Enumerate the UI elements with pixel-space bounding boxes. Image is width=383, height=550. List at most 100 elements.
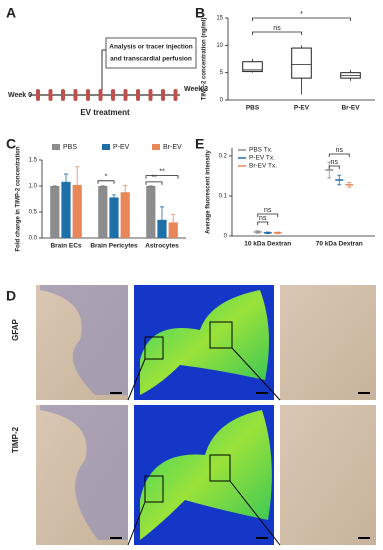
injection <box>123 89 128 101</box>
roi-box <box>144 336 164 360</box>
bar <box>120 192 130 238</box>
y-tick-label: 0.2 <box>219 154 228 160</box>
box <box>291 47 312 79</box>
panel-label: C <box>6 136 16 152</box>
sig-bracket <box>328 153 350 157</box>
legend-label: P-EV <box>113 144 130 151</box>
sig-label: ** <box>151 175 157 182</box>
roi-box <box>209 454 231 482</box>
error-bar <box>171 214 176 231</box>
week-start: Week 0 <box>8 92 32 99</box>
injection <box>136 89 140 101</box>
sig-label: ns <box>273 25 281 32</box>
row-label: GFAP <box>11 318 20 340</box>
sig-label: * <box>105 174 108 181</box>
x-tick-label: Brain Pericytes <box>90 243 138 250</box>
bar <box>50 186 60 238</box>
injection <box>98 89 103 101</box>
sig-label: ns <box>259 215 267 222</box>
sig-bracket <box>257 213 279 217</box>
error-bar <box>160 206 164 234</box>
error-bar <box>75 166 80 204</box>
sig-bracket <box>252 17 351 21</box>
image <box>280 285 376 400</box>
panel-label: E <box>195 136 204 152</box>
y-tick-label: 0.0 <box>29 236 38 242</box>
y-tick-label: 0 <box>220 98 224 104</box>
injection <box>36 89 40 101</box>
legend-swatch <box>52 144 60 150</box>
legend-swatch <box>102 144 110 150</box>
error-bar <box>123 185 128 200</box>
legend-label: P-EV Tx. <box>249 155 275 162</box>
y-axis-label: TIMP-2 concentration (ng/ml) <box>202 18 208 101</box>
panel-label: A <box>6 5 16 21</box>
y-tick-label: 0 <box>224 234 228 240</box>
x-tick-label: PBS <box>246 105 260 112</box>
week-end: Week 3 <box>184 86 208 93</box>
box <box>242 61 263 73</box>
sig-label: * <box>300 11 303 18</box>
image <box>280 405 376 545</box>
bar <box>98 186 108 238</box>
injection <box>73 89 78 101</box>
y-tick-label: 0.1 <box>219 194 228 200</box>
bar <box>146 186 156 238</box>
bar <box>109 197 119 238</box>
sig-bracket <box>145 175 179 179</box>
roi-box <box>209 321 233 349</box>
sig-bracket <box>97 180 115 184</box>
treatment-label: EV treatment <box>80 108 130 117</box>
injection <box>111 89 115 101</box>
sig-label: ns <box>336 147 344 154</box>
error-bar <box>64 173 68 191</box>
legend-label: PBS Tx. <box>249 147 273 154</box>
image <box>40 405 128 540</box>
box-text: Analysis or tracer injection <box>109 44 192 51</box>
sig-label: ns <box>331 159 339 166</box>
error-bar <box>112 194 116 201</box>
panel-label: B <box>195 5 205 21</box>
sig-label: ns <box>264 207 272 214</box>
x-tick-label: 70 kDa Dextran <box>316 241 363 248</box>
y-axis-label: Average fluorescent intensity <box>206 149 212 233</box>
zoom-line <box>231 347 281 401</box>
injection <box>161 89 165 101</box>
image <box>40 285 128 395</box>
legend-label: Br-EV <box>163 144 182 151</box>
x-tick-label: 10 kDa Dextran <box>244 241 291 248</box>
x-tick-label: Br-EV <box>341 105 360 112</box>
micrographs <box>36 285 376 546</box>
roi-box <box>144 475 164 503</box>
y-tick-label: 1.5 <box>29 158 38 164</box>
sig-bracket <box>252 31 302 35</box>
sig-label: ** <box>159 168 165 175</box>
y-axis-label: Fold change in TIMP-2 concentration <box>16 146 22 251</box>
y-tick-label: 1.0 <box>29 184 38 190</box>
injection <box>48 89 53 101</box>
image <box>140 290 269 395</box>
bar <box>61 181 71 238</box>
sig-bracket <box>145 181 163 185</box>
x-tick-label: P-EV <box>294 105 310 112</box>
sig-bracket <box>257 221 269 225</box>
box-text: and transcardial perfusion <box>110 56 192 63</box>
panel-label: D <box>6 288 16 304</box>
injection <box>173 89 178 101</box>
zoom-line <box>127 501 146 546</box>
x-tick-label: Astrocytes <box>145 243 179 250</box>
y-tick-label: 5 <box>220 70 224 76</box>
y-tick-label: 15 <box>216 16 223 22</box>
y-tick-label: 0.5 <box>29 210 38 216</box>
outcome-box <box>105 37 197 69</box>
injection <box>86 89 90 101</box>
sig-bracket <box>328 165 340 169</box>
bar <box>72 184 82 238</box>
injection <box>61 89 65 101</box>
row-label: TIMP-2 <box>11 426 20 453</box>
legend-label: PBS <box>63 144 77 151</box>
y-tick-label: 10 <box>216 43 223 49</box>
image <box>140 410 272 540</box>
zoom-line <box>229 480 281 546</box>
